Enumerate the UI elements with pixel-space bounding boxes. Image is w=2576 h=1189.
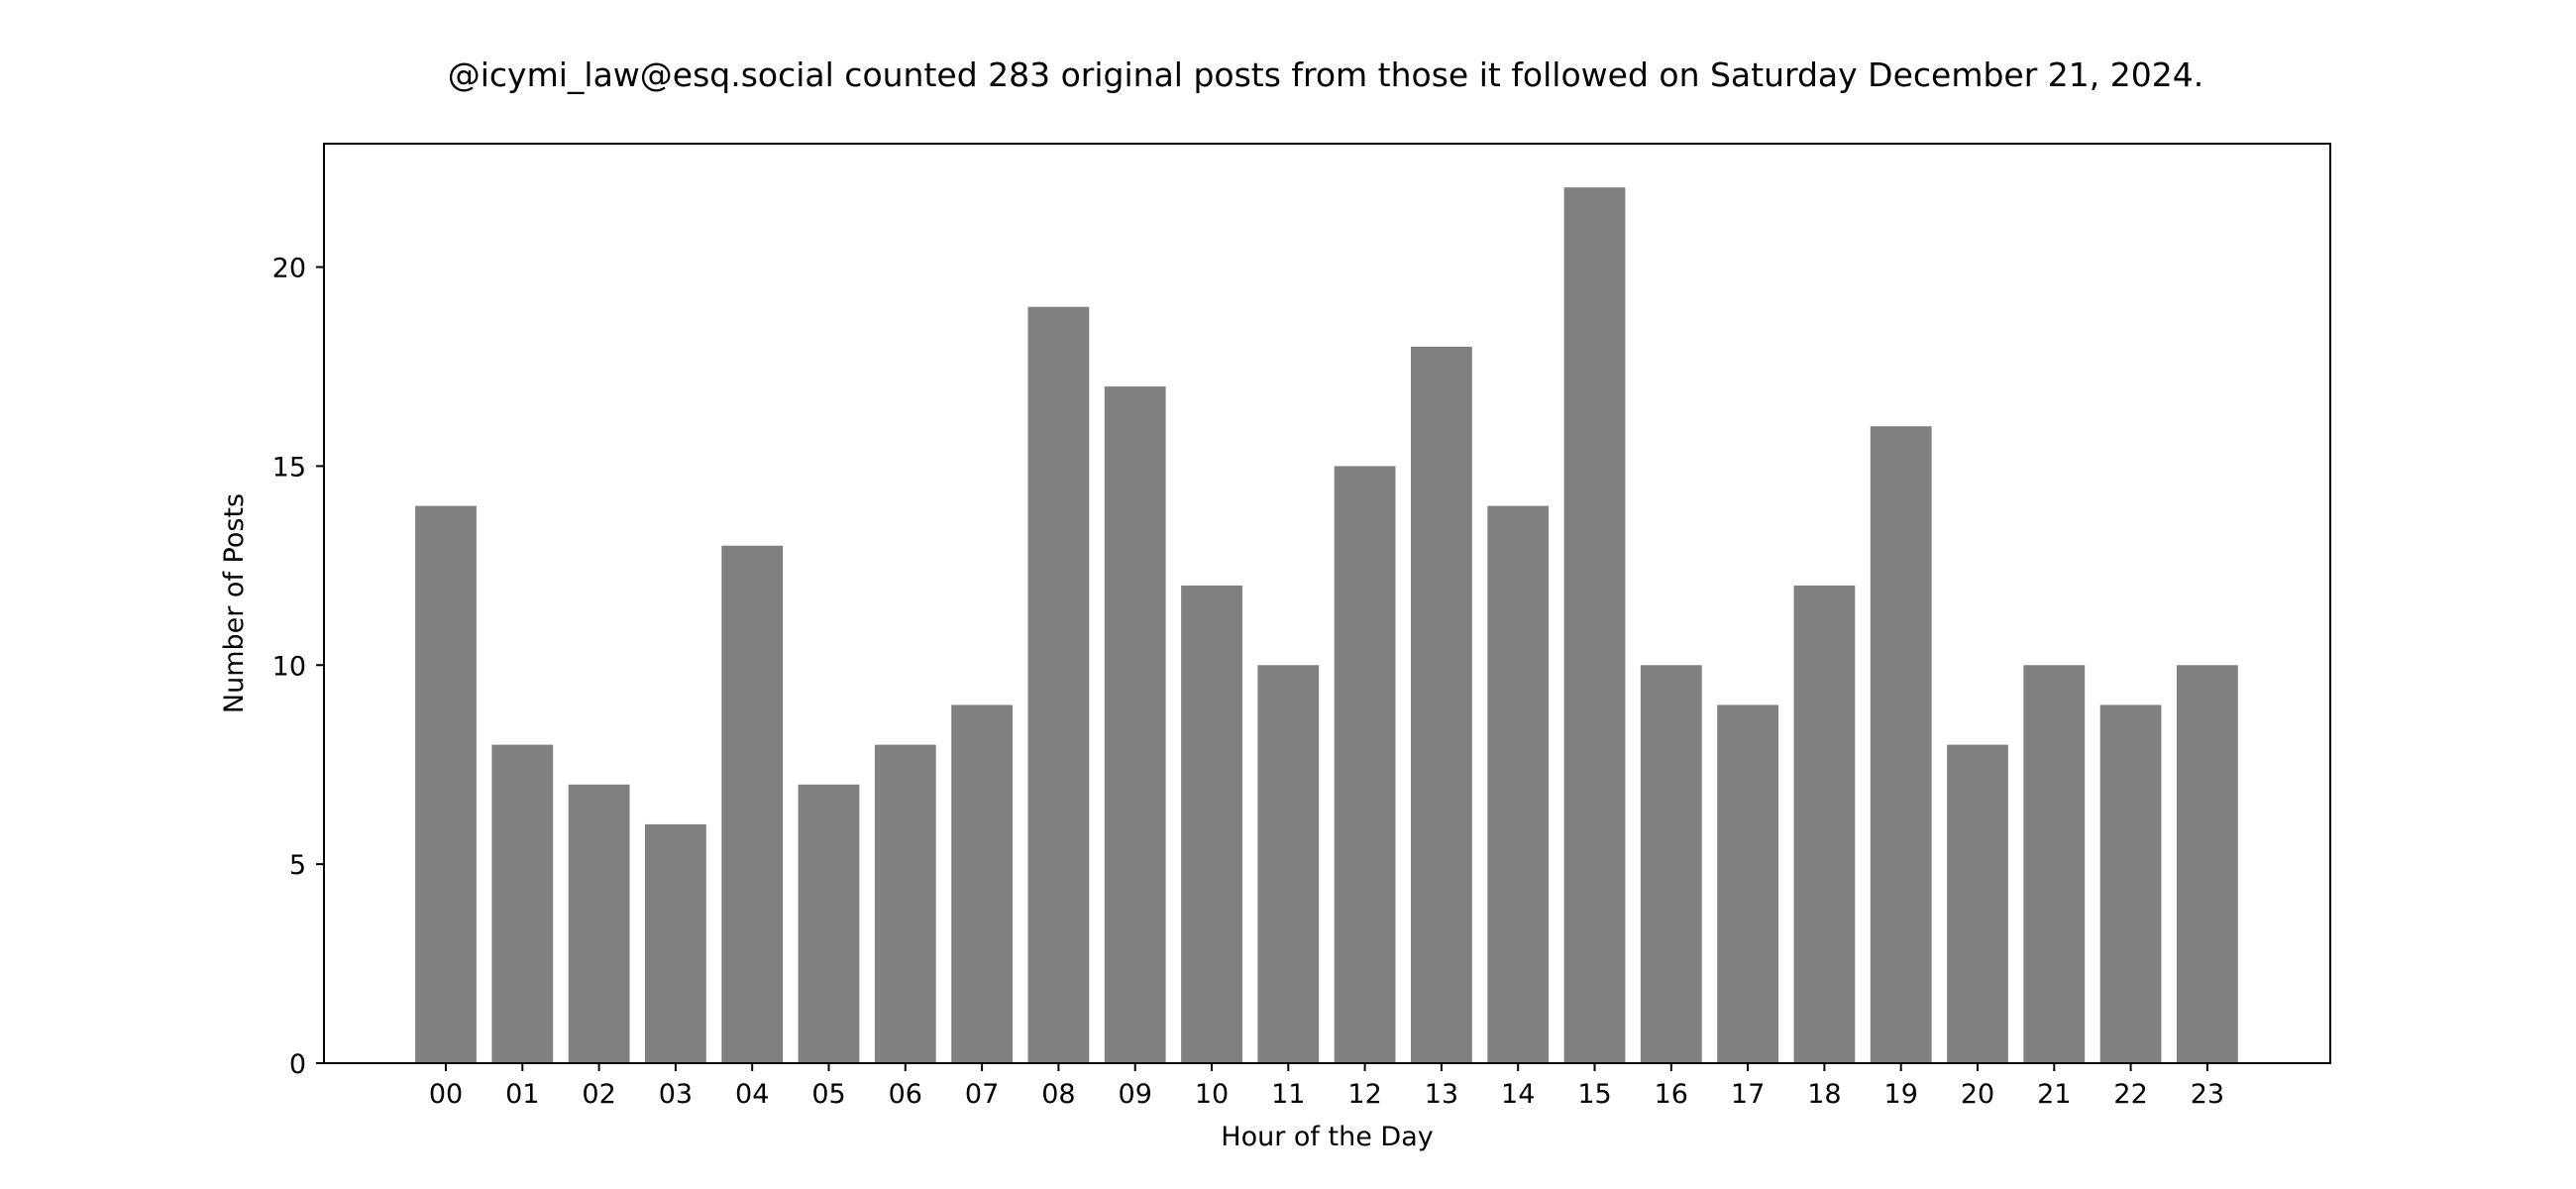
x-tick-label: 21 [2037, 1079, 2071, 1110]
x-tick-label: 23 [2191, 1079, 2224, 1110]
x-axis-label: Hour of the Day [1221, 1122, 1433, 1152]
bars [415, 187, 2238, 1063]
x-tick-label: 06 [889, 1079, 922, 1110]
plot-area-frame [323, 143, 2331, 1064]
bar-05 [798, 784, 860, 1063]
bar-12 [1334, 466, 1396, 1063]
x-tick-label: 14 [1501, 1079, 1535, 1110]
bar-17 [1717, 704, 1778, 1063]
chart-title: @icymi_law@esq.social counted 283 origin… [448, 55, 2203, 94]
x-axis-ticks: 00 01 02 03 04 05 06 07 08 09 10 11 12 13 14 15 16 17 18 19… [429, 1063, 2224, 1110]
x-tick-label: 19 [1884, 1079, 1918, 1110]
y-tick-label: 15 [272, 452, 306, 483]
x-tick-label: 18 [1807, 1079, 1841, 1110]
y-tick-label: 0 [289, 1049, 306, 1080]
x-tick-label: 02 [582, 1079, 615, 1110]
y-axis-label: Number of Posts [219, 493, 250, 713]
bar-07 [951, 704, 1013, 1063]
x-tick-label: 09 [1119, 1079, 1152, 1110]
bar-14 [1487, 505, 1550, 1063]
bar-01 [491, 744, 554, 1063]
x-tick-label: 17 [1731, 1079, 1765, 1110]
x-tick-label: 22 [2113, 1079, 2147, 1110]
bar-18 [1793, 585, 1856, 1063]
x-tick-label: 01 [505, 1079, 539, 1110]
y-tick-label: 5 [289, 850, 306, 881]
bar-02 [568, 784, 630, 1063]
bar-03 [645, 823, 706, 1063]
x-tick-label: 04 [735, 1079, 769, 1110]
x-tick-label: 10 [1195, 1079, 1229, 1110]
y-tick-label: 20 [272, 254, 306, 284]
bar-22 [2099, 704, 2162, 1063]
x-tick-label: 11 [1271, 1079, 1305, 1110]
x-tick-label: 00 [429, 1079, 463, 1110]
bar-00 [415, 505, 477, 1063]
bar-10 [1181, 585, 1242, 1063]
x-tick-label: 07 [965, 1079, 999, 1110]
bar-06 [874, 744, 936, 1063]
x-tick-label: 16 [1655, 1079, 1688, 1110]
x-tick-label: 03 [659, 1079, 693, 1110]
bar-11 [1257, 665, 1320, 1063]
x-tick-label: 12 [1347, 1079, 1381, 1110]
bar-04 [721, 545, 784, 1063]
y-axis-ticks: 0 5 10 15 20 [272, 254, 324, 1080]
bar-09 [1104, 386, 1166, 1063]
bar-23 [2177, 665, 2238, 1063]
x-tick-label: 15 [1577, 1079, 1611, 1110]
bar-21 [2023, 665, 2086, 1063]
x-tick-label: 08 [1041, 1079, 1075, 1110]
bar-15 [1563, 187, 1626, 1063]
y-tick-label: 10 [272, 651, 306, 682]
bar-08 [1027, 306, 1090, 1063]
bar-20 [1947, 744, 2008, 1063]
x-tick-label: 05 [811, 1079, 845, 1110]
bar-16 [1640, 665, 1702, 1063]
x-tick-label: 13 [1425, 1079, 1458, 1110]
bar-19 [1870, 426, 1932, 1063]
bar-13 [1411, 346, 1472, 1063]
x-tick-label: 20 [1961, 1079, 1994, 1110]
